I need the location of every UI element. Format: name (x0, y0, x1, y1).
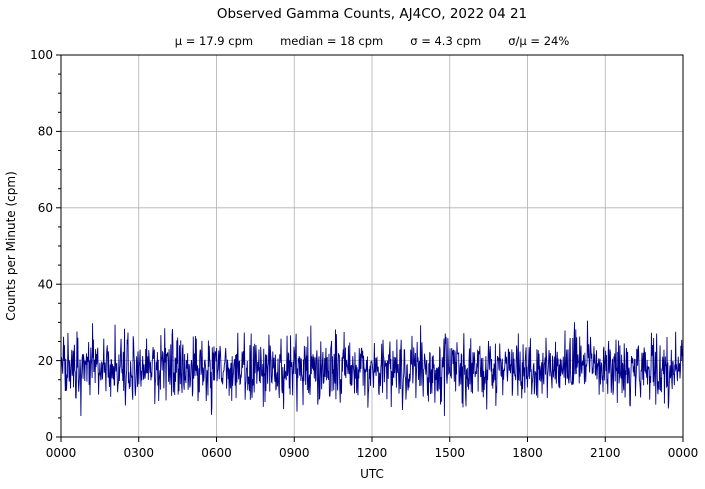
stat-sigma: σ = 4.3 cpm (410, 34, 482, 48)
y-tick-label: 100 (30, 48, 53, 62)
x-tick-label: 0600 (201, 446, 232, 460)
x-tick-label: 1800 (512, 446, 543, 460)
stat-median: median = 18 cpm (280, 34, 384, 48)
x-tick-label: 0900 (279, 446, 310, 460)
x-tick-label: 1500 (434, 446, 465, 460)
y-tick-label: 20 (38, 354, 53, 368)
y-tick-label: 40 (38, 277, 53, 291)
gamma-series-line (60, 320, 684, 416)
y-tick-label: 0 (45, 430, 53, 444)
chart-title: Observed Gamma Counts, AJ4CO, 2022 04 21 (216, 6, 528, 22)
y-tick-label: 80 (38, 125, 53, 139)
y-tick-label: 60 (38, 201, 53, 215)
axis-tick-labels: 0 20 40 60 80 100 0000 0300 0600 0900 1200 1500 1800… (30, 48, 698, 460)
x-tick-label: 2100 (590, 446, 621, 460)
stats-line: μ = 17.9 cpm median = 18 cpm σ = 4.3 cpm… (61, 34, 683, 48)
y-axis-label: Counts per Minute (cpm) (4, 171, 18, 321)
grid-lines (61, 55, 683, 437)
x-tick-label: 0000 (668, 446, 699, 460)
stat-mean: μ = 17.9 cpm (174, 34, 254, 48)
stat-sigma-over-mu: σ/μ = 24% (508, 34, 570, 48)
axis-ticks (56, 54, 684, 442)
x-tick-label: 0000 (46, 446, 77, 460)
x-tick-label: 1200 (357, 446, 388, 460)
x-axis-label: UTC (360, 467, 384, 481)
x-tick-label: 0300 (123, 446, 154, 460)
